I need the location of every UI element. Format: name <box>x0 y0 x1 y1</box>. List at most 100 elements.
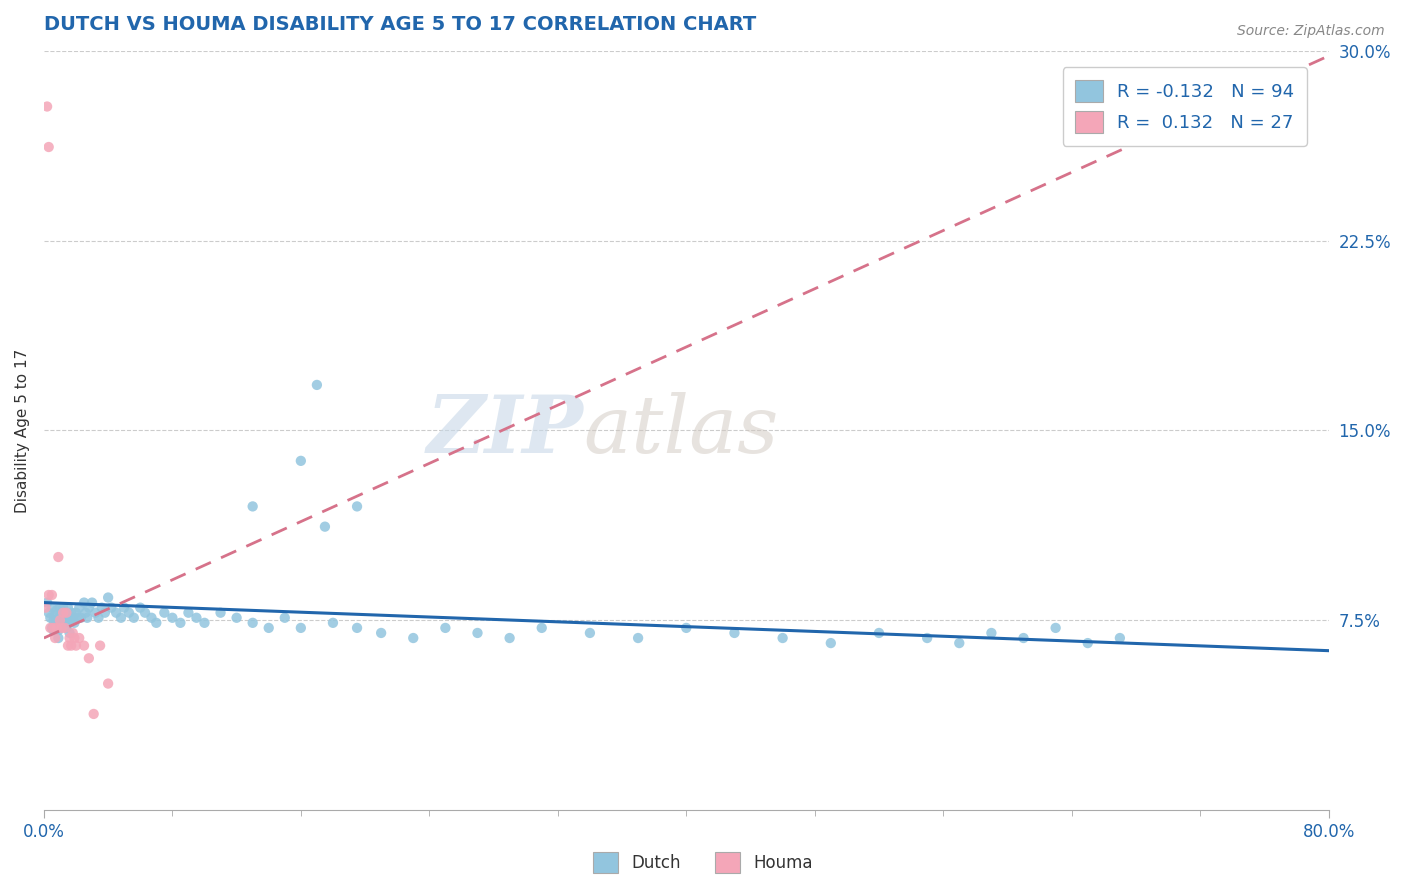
Point <box>38 588 60 602</box>
Point <box>209 606 232 620</box>
Point <box>89 639 111 653</box>
Point <box>42 621 65 635</box>
Point <box>44 618 66 632</box>
Point <box>627 631 650 645</box>
Point <box>55 611 77 625</box>
Point <box>141 611 163 625</box>
Point <box>65 606 87 620</box>
Point <box>134 606 156 620</box>
Point <box>45 613 67 627</box>
Point <box>38 606 60 620</box>
Point <box>83 706 105 721</box>
Text: atlas: atlas <box>583 392 779 469</box>
Point <box>46 624 69 638</box>
Point <box>122 611 145 625</box>
Point <box>63 615 86 630</box>
Point <box>84 606 107 620</box>
Point <box>44 608 66 623</box>
Point <box>290 454 312 468</box>
Point <box>675 621 697 635</box>
Point <box>1012 631 1035 645</box>
Point <box>498 631 520 645</box>
Point <box>530 621 553 635</box>
Point <box>46 631 69 645</box>
Point <box>45 621 67 635</box>
Point <box>242 615 264 630</box>
Point <box>77 651 100 665</box>
Point <box>65 639 87 653</box>
Point <box>1045 621 1067 635</box>
Point <box>58 631 80 645</box>
Point <box>67 631 90 645</box>
Point <box>49 611 72 625</box>
Point <box>39 611 62 625</box>
Point <box>467 626 489 640</box>
Point <box>145 615 167 630</box>
Point <box>35 596 58 610</box>
Point <box>55 621 77 635</box>
Point <box>346 621 368 635</box>
Point <box>52 600 75 615</box>
Point <box>105 606 128 620</box>
Point <box>63 631 86 645</box>
Point <box>186 611 208 625</box>
Point <box>225 611 247 625</box>
Point <box>51 615 73 630</box>
Point <box>1108 631 1130 645</box>
Point <box>56 600 79 615</box>
Point <box>97 591 120 605</box>
Y-axis label: Disability Age 5 to 17: Disability Age 5 to 17 <box>15 349 30 513</box>
Point <box>100 600 122 615</box>
Text: ZIP: ZIP <box>426 392 583 469</box>
Point <box>69 611 91 625</box>
Point <box>129 600 152 615</box>
Text: Source: ZipAtlas.com: Source: ZipAtlas.com <box>1237 24 1385 38</box>
Point <box>980 626 1002 640</box>
Point <box>38 140 60 154</box>
Point <box>169 615 191 630</box>
Point <box>55 606 77 620</box>
Legend: Dutch, Houma: Dutch, Houma <box>586 846 820 880</box>
Point <box>434 621 457 635</box>
Point <box>45 603 67 617</box>
Point <box>242 500 264 514</box>
Point <box>94 606 117 620</box>
Point <box>110 611 132 625</box>
Point <box>579 626 602 640</box>
Point <box>51 606 73 620</box>
Point <box>193 615 215 630</box>
Point <box>322 615 344 630</box>
Point <box>49 600 72 615</box>
Point <box>723 626 745 640</box>
Point <box>56 639 79 653</box>
Point <box>915 631 938 645</box>
Point <box>90 600 112 615</box>
Point <box>53 621 76 635</box>
Point <box>97 676 120 690</box>
Point <box>820 636 842 650</box>
Point <box>49 621 72 635</box>
Point <box>66 611 89 625</box>
Point <box>305 378 328 392</box>
Point <box>73 639 96 653</box>
Legend: R = -0.132   N = 94, R =  0.132   N = 27: R = -0.132 N = 94, R = 0.132 N = 27 <box>1063 68 1306 145</box>
Point <box>60 639 83 653</box>
Point <box>290 621 312 635</box>
Point <box>274 611 297 625</box>
Point <box>42 613 65 627</box>
Point <box>112 600 135 615</box>
Point <box>370 626 392 640</box>
Point <box>53 615 76 630</box>
Point <box>62 611 84 625</box>
Point <box>51 621 73 635</box>
Point <box>53 606 76 620</box>
Point <box>402 631 425 645</box>
Point <box>80 596 103 610</box>
Point <box>41 600 63 615</box>
Point <box>41 588 63 602</box>
Point <box>52 611 75 625</box>
Point <box>75 606 97 620</box>
Point <box>46 549 69 564</box>
Point <box>60 606 83 620</box>
Point <box>35 99 58 113</box>
